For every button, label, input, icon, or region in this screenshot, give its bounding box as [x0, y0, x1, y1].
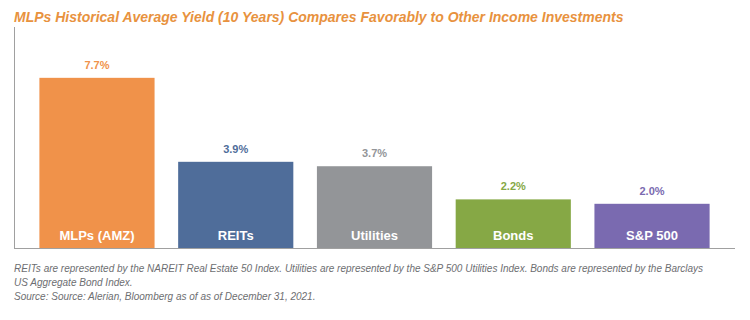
bar — [317, 166, 432, 248]
footnote: US Aggregate Bond Index. — [14, 277, 133, 288]
category-label: Bonds — [493, 228, 533, 243]
data-label: 2.0% — [639, 185, 664, 197]
chart: MLPs Historical Average Yield (10 Years)… — [0, 0, 750, 320]
footnote: REITs are represented by the NAREIT Real… — [14, 263, 703, 274]
labels: MLPs (AMZ) 7.7% REITs 3.9% Utilities 3.7% Bond… — [59, 59, 677, 243]
x-axis — [14, 248, 735, 249]
y-axis — [14, 27, 15, 248]
data-label: 7.7% — [84, 59, 109, 71]
bar — [456, 199, 571, 248]
bar — [594, 204, 709, 248]
data-label: 3.9% — [223, 143, 248, 155]
bars — [39, 78, 709, 248]
bar — [178, 162, 293, 248]
data-label: 2.2% — [501, 180, 526, 192]
title: MLPs Historical Average Yield (10 Years)… — [14, 9, 624, 25]
data-label: 3.7% — [362, 147, 387, 159]
category-label: S&P 500 — [626, 228, 678, 243]
bar — [39, 78, 154, 248]
category-label: MLPs (AMZ) — [59, 228, 134, 243]
category-label: Utilities — [351, 228, 398, 243]
category-label: REITs — [218, 228, 254, 243]
source: Source: Source: Alerian, Bloomberg as of… — [14, 291, 315, 302]
